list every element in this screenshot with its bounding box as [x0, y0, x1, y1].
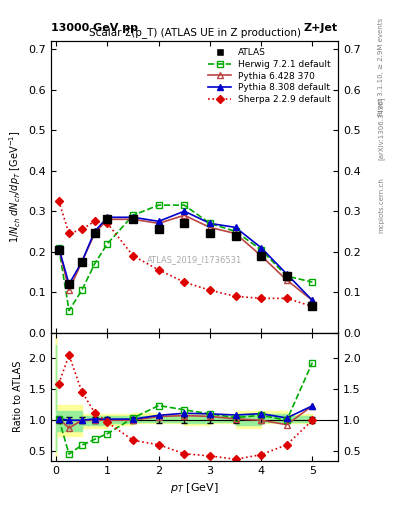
Pythia 8.308 default	[310, 297, 315, 304]
Sherpa 2.2.9 default	[67, 230, 72, 237]
Pythia 6.428 370	[233, 230, 238, 237]
Sherpa 2.2.9 default	[105, 220, 110, 226]
Herwig 7.2.1 default	[57, 245, 61, 251]
ATLAS	[182, 220, 187, 226]
Pythia 6.428 370	[156, 220, 161, 226]
Herwig 7.2.1 default	[285, 273, 289, 279]
Text: Rivet 3.1.10, ≥ 2.9M events: Rivet 3.1.10, ≥ 2.9M events	[378, 17, 384, 116]
Pythia 8.308 default	[182, 208, 187, 215]
Pythia 8.308 default	[131, 214, 136, 220]
Pythia 8.308 default	[79, 259, 84, 265]
ATLAS	[259, 253, 263, 259]
Sherpa 2.2.9 default	[182, 279, 187, 285]
Pythia 6.428 370	[285, 277, 289, 283]
Sherpa 2.2.9 default	[285, 295, 289, 302]
Herwig 7.2.1 default	[79, 287, 84, 293]
Herwig 7.2.1 default	[131, 212, 136, 218]
Pythia 8.308 default	[208, 220, 212, 226]
Herwig 7.2.1 default	[182, 202, 187, 208]
Pythia 8.308 default	[67, 281, 72, 287]
Y-axis label: Ratio to ATLAS: Ratio to ATLAS	[13, 361, 23, 433]
X-axis label: $p_T$ [GeV]: $p_T$ [GeV]	[170, 481, 219, 495]
Pythia 6.428 370	[79, 259, 84, 265]
Sherpa 2.2.9 default	[79, 226, 84, 232]
Text: ATLAS_2019_I1736531: ATLAS_2019_I1736531	[147, 255, 242, 264]
Pythia 8.308 default	[285, 271, 289, 277]
Sherpa 2.2.9 default	[131, 253, 136, 259]
Herwig 7.2.1 default	[92, 261, 97, 267]
ATLAS	[156, 226, 161, 232]
Pythia 6.428 370	[182, 212, 187, 218]
Pythia 6.428 370	[131, 216, 136, 222]
ATLAS	[233, 232, 238, 239]
ATLAS	[310, 304, 315, 310]
Herwig 7.2.1 default	[67, 307, 72, 313]
Pythia 8.308 default	[233, 224, 238, 230]
Sherpa 2.2.9 default	[233, 293, 238, 300]
ATLAS	[92, 230, 97, 237]
Line: Pythia 6.428 370: Pythia 6.428 370	[55, 212, 316, 304]
Herwig 7.2.1 default	[105, 241, 110, 247]
Sherpa 2.2.9 default	[208, 287, 212, 293]
Line: ATLAS: ATLAS	[55, 215, 316, 311]
Text: 13000 GeV pp: 13000 GeV pp	[51, 23, 138, 33]
Pythia 8.308 default	[156, 218, 161, 224]
Legend: ATLAS, Herwig 7.2.1 default, Pythia 6.428 370, Pythia 8.308 default, Sherpa 2.2.: ATLAS, Herwig 7.2.1 default, Pythia 6.42…	[206, 46, 334, 106]
Sherpa 2.2.9 default	[57, 198, 61, 204]
Title: Scalar Σ(p_T) (ATLAS UE in Z production): Scalar Σ(p_T) (ATLAS UE in Z production)	[88, 28, 301, 38]
ATLAS	[57, 247, 61, 253]
Pythia 6.428 370	[67, 287, 72, 293]
Line: Sherpa 2.2.9 default: Sherpa 2.2.9 default	[56, 198, 315, 309]
Line: Herwig 7.2.1 default: Herwig 7.2.1 default	[55, 202, 316, 314]
Sherpa 2.2.9 default	[310, 304, 315, 310]
Pythia 8.308 default	[259, 245, 263, 251]
Pythia 6.428 370	[208, 224, 212, 230]
Text: [arXiv:1306.3436]: [arXiv:1306.3436]	[378, 96, 385, 160]
Pythia 8.308 default	[92, 228, 97, 234]
Herwig 7.2.1 default	[310, 279, 315, 285]
ATLAS	[105, 216, 110, 222]
Herwig 7.2.1 default	[156, 202, 161, 208]
Herwig 7.2.1 default	[259, 247, 263, 253]
Herwig 7.2.1 default	[208, 220, 212, 226]
ATLAS	[67, 281, 72, 287]
Sherpa 2.2.9 default	[92, 218, 97, 224]
Sherpa 2.2.9 default	[259, 295, 263, 302]
Text: mcplots.cern.ch: mcplots.cern.ch	[378, 177, 384, 233]
Sherpa 2.2.9 default	[156, 267, 161, 273]
Herwig 7.2.1 default	[233, 228, 238, 234]
Pythia 6.428 370	[92, 230, 97, 237]
Pythia 6.428 370	[310, 297, 315, 304]
Pythia 8.308 default	[57, 245, 61, 251]
ATLAS	[131, 216, 136, 222]
Pythia 6.428 370	[259, 253, 263, 259]
Text: Z+Jet: Z+Jet	[304, 23, 338, 33]
Pythia 6.428 370	[57, 245, 61, 251]
Pythia 8.308 default	[105, 214, 110, 220]
ATLAS	[79, 259, 84, 265]
Pythia 6.428 370	[105, 216, 110, 222]
Line: Pythia 8.308 default: Pythia 8.308 default	[55, 208, 316, 304]
ATLAS	[285, 273, 289, 279]
ATLAS	[208, 230, 212, 237]
Y-axis label: $1/N_{ch}\;dN_{ch}/dp_T$ [GeV$^{-1}$]: $1/N_{ch}\;dN_{ch}/dp_T$ [GeV$^{-1}$]	[7, 131, 23, 243]
